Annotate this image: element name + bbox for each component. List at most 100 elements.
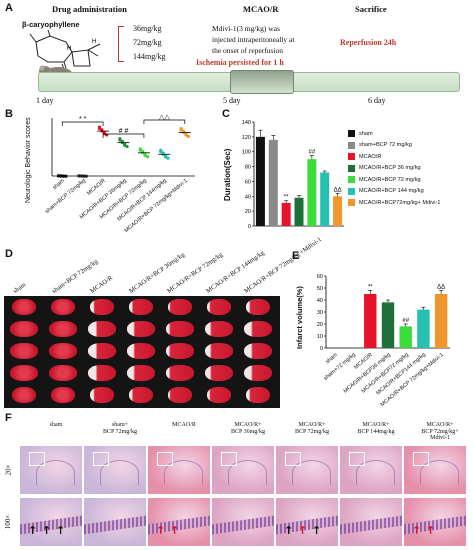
panel-e-categories: sham sham+72 mg/kg MCAO/R MCAO/R+BCP36 mg/k… (304, 352, 454, 412)
significance-label: # # (119, 128, 129, 135)
legend-swatch (348, 141, 355, 149)
cell-arrow-icon: ↑ (426, 524, 436, 538)
histology-image-100x: ↑ ↑ (404, 498, 466, 546)
data-point (102, 132, 106, 136)
bar-annotation: ** (368, 284, 373, 290)
bar (333, 196, 343, 226)
data-point (145, 155, 150, 159)
legend-swatch (348, 187, 355, 195)
dose-bracket (118, 26, 124, 62)
bar-annotation: ** (284, 195, 289, 201)
brain-slice (88, 321, 116, 337)
hippocampus-outline (355, 460, 395, 486)
brain-slice (10, 321, 38, 337)
legend-label: MCAO/R+BCP 36 mg/kg (359, 165, 421, 172)
ischemia-box (230, 70, 294, 94)
bar-annotation: ## (309, 149, 316, 155)
histology-image-20x (340, 446, 402, 494)
histology-group-label: MCAO/R (172, 422, 196, 428)
legend-label: MCAO/R+BCP72mg/kg+ Mdivi-1 (359, 199, 441, 206)
panel-c-chart: 0 20 40 60 80 100 120 140 ** ## ΔΔ (242, 120, 344, 230)
y-tick-label: 100 (242, 150, 251, 156)
cell-arrow-icon: ↑ (298, 524, 308, 538)
significance-label: △△ (159, 114, 170, 121)
legend-label: MCAO/R+BCP 144 mg/kg (359, 188, 424, 195)
legend-swatch (348, 199, 355, 207)
data-point (125, 144, 129, 149)
bar (434, 294, 448, 348)
panel-label-e: E (292, 250, 300, 262)
panel-d-labels: sham sham+BCP 72mg/kg MCAO/R MCAO/R+BCP 36m… (10, 236, 323, 295)
panel-c-ylabel: Duration(Sec) (223, 148, 232, 201)
legend-item: MCAO/R+BCP72mg/kg+ Mdivi-1 (348, 197, 473, 209)
panel-label-c: C (222, 108, 230, 120)
histology-image-100x (84, 498, 146, 546)
legend-swatch (348, 164, 355, 172)
brain-slice (49, 343, 77, 359)
histology-image-20x (212, 446, 274, 494)
brain-slice (207, 299, 231, 315)
dose-36: 36mg/kg (133, 24, 162, 33)
y-tick-label: 10 (317, 334, 323, 340)
brain-slice (10, 365, 38, 381)
data-point (123, 143, 127, 147)
bar (364, 294, 377, 348)
brain-slice (244, 343, 272, 359)
brain-slice (12, 299, 36, 315)
legend-item: MCAO/R+BCP 72 mg/kg (348, 174, 473, 186)
brain-slice (127, 321, 155, 337)
significance-label: * * (79, 116, 87, 123)
panel-c-legend: sham sham+BCP 72 mg/kg MCAO/R MCAO/R+BCP 36… (348, 128, 473, 209)
panel-label-a: A (5, 2, 13, 14)
bar (268, 139, 278, 226)
brain-slice (10, 343, 38, 359)
day-label-1: 1 day (36, 96, 54, 105)
brain-slice (90, 387, 114, 403)
row-label-20x: 20× (4, 464, 13, 476)
brain-slice (205, 343, 233, 359)
cell-arrow-icon: ↑ (412, 524, 422, 538)
data-point (166, 156, 170, 160)
bar (307, 159, 317, 226)
bar (320, 172, 330, 226)
panel-label-f: F (5, 412, 12, 424)
brain-slice (205, 321, 233, 337)
mcao-title: MCAO/R (243, 4, 279, 14)
legend-item: sham (348, 128, 473, 140)
cell-arrow-icon: ↑ (170, 524, 180, 538)
svg-text:H: H (92, 39, 96, 45)
significance-bracket (102, 133, 145, 138)
hippocampus-outline (99, 460, 139, 486)
data-point (184, 133, 188, 137)
histology-image-20x (84, 446, 146, 494)
panel-e-ylabel: Infarct volume(%) (295, 286, 304, 349)
brain-slice (207, 387, 231, 403)
legend-swatch (348, 130, 355, 138)
brain-slice (49, 321, 77, 337)
brain-slice (168, 387, 192, 403)
histology-image-100x (340, 498, 402, 546)
bar (417, 309, 430, 348)
legend-swatch (348, 153, 355, 161)
brain-slice (246, 387, 270, 403)
group-label: MCAO/R (89, 274, 115, 295)
zoom-region-box (93, 451, 109, 466)
data-point (118, 138, 122, 142)
legend-swatch (348, 176, 355, 184)
histology-image-20x (148, 446, 210, 494)
brain-slice (90, 299, 114, 315)
data-point (179, 128, 183, 132)
histology-image-100x: ↑ ↑ ↑ (276, 498, 338, 546)
histology-image-20x (20, 446, 82, 494)
zoom-region-box (285, 451, 301, 466)
legend-item: sham+BCP 72 mg/kg (348, 140, 473, 152)
cell-arrow-icon: ↑ (42, 524, 52, 538)
data-point (143, 153, 147, 157)
category-label: sham (51, 178, 67, 192)
zoom-region-box (29, 451, 45, 466)
cell-arrow-icon: ↑ (156, 524, 166, 538)
bar-annotation: ## (402, 318, 409, 324)
histology-image-100x (212, 498, 274, 546)
brain-slice (127, 343, 155, 359)
histology-grid: ↑ ↑ ↑ ↑ ↑ ↑ ↑ ↑ ↑ ↑ (20, 446, 472, 548)
